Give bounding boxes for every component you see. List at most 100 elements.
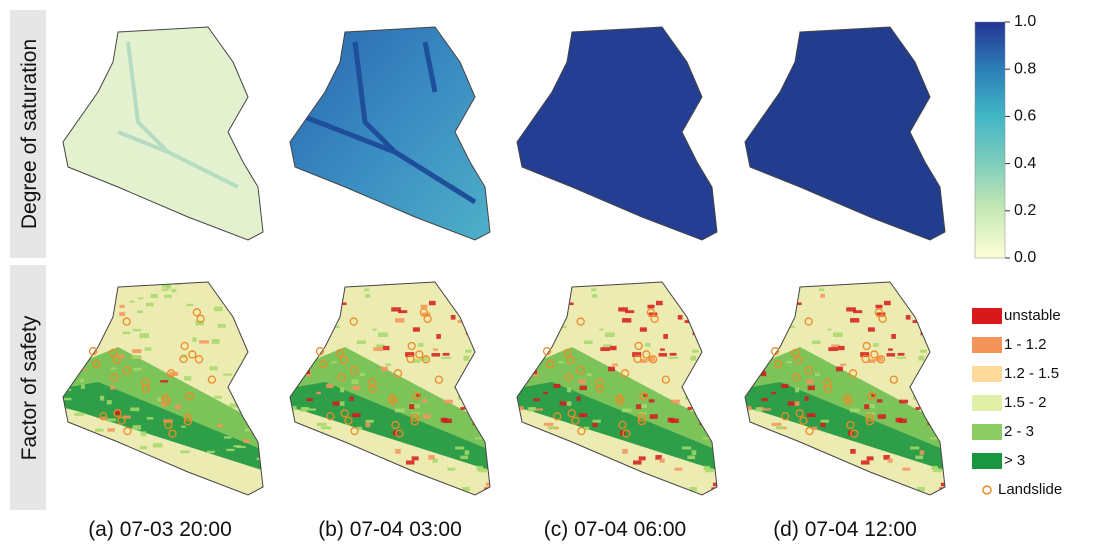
speckle <box>745 370 751 374</box>
speckle <box>786 441 796 444</box>
landslide <box>194 355 204 364</box>
speckle <box>395 408 405 413</box>
speckle <box>814 462 820 467</box>
speckle <box>640 502 648 506</box>
speckle <box>106 443 117 448</box>
speckle <box>831 344 840 348</box>
landslide <box>183 413 192 422</box>
speckle <box>234 378 240 382</box>
speckle <box>123 415 131 419</box>
speckle <box>441 356 452 359</box>
speckle <box>100 395 105 401</box>
speckle <box>547 426 557 429</box>
speckle <box>468 327 475 333</box>
speckle <box>164 294 172 298</box>
landslide <box>874 308 884 317</box>
speckle <box>326 383 334 388</box>
speckle <box>750 448 757 451</box>
speckle <box>107 428 115 432</box>
speckle <box>333 471 341 474</box>
map-fill <box>62 26 264 241</box>
speckle <box>873 282 880 283</box>
speckle <box>692 349 699 353</box>
speckle <box>350 462 357 466</box>
speckle <box>391 475 397 480</box>
speckle <box>655 455 662 460</box>
speckle <box>80 368 87 371</box>
speckle <box>93 277 98 280</box>
speckle <box>544 488 550 494</box>
speckle <box>806 379 814 384</box>
speckle <box>639 327 647 332</box>
landslide <box>542 347 552 356</box>
speckle <box>794 401 800 406</box>
speckle <box>331 298 340 301</box>
speckle <box>305 433 315 439</box>
speckle <box>522 293 530 297</box>
speckle <box>349 498 358 500</box>
landslide <box>861 354 870 364</box>
speckle <box>237 390 245 395</box>
speckle <box>351 413 361 417</box>
speckle <box>317 488 323 494</box>
speckle <box>644 342 651 347</box>
landslide <box>867 392 876 401</box>
landslide <box>88 347 98 356</box>
speckle <box>91 307 100 310</box>
speckle <box>197 483 203 489</box>
safety-map <box>289 281 500 500</box>
speckle <box>540 452 546 457</box>
speckle <box>352 385 360 391</box>
speckle <box>836 366 843 372</box>
speckle <box>120 490 126 495</box>
speckle <box>241 314 251 320</box>
speckle <box>122 331 131 335</box>
speckle <box>462 486 470 492</box>
landslide <box>846 420 855 430</box>
speckle <box>493 425 498 430</box>
row-label-box <box>10 265 46 510</box>
speckle <box>890 486 900 489</box>
speckle <box>898 418 907 424</box>
speckle <box>195 279 200 282</box>
speckle <box>395 448 401 454</box>
speckle <box>828 347 839 352</box>
landslide <box>865 413 874 422</box>
speckle <box>460 407 465 410</box>
speckle <box>139 333 150 339</box>
speckle <box>632 352 642 357</box>
speckle <box>553 383 561 388</box>
speckle <box>251 314 259 318</box>
speckle <box>618 469 625 475</box>
speckle <box>840 363 847 366</box>
speckle <box>372 328 377 331</box>
landslide <box>350 426 359 436</box>
speckle <box>708 327 713 330</box>
speckle <box>131 355 141 359</box>
landslide <box>648 355 658 364</box>
speckle <box>912 320 919 324</box>
speckle <box>640 359 648 363</box>
speckle <box>365 293 371 298</box>
speckle <box>433 348 438 351</box>
speckle <box>132 425 142 430</box>
speckle <box>767 302 777 306</box>
speckle <box>154 471 162 476</box>
speckle <box>137 310 143 314</box>
speckle <box>871 393 876 397</box>
speckle <box>256 297 261 300</box>
landslide <box>434 375 444 384</box>
speckle <box>160 380 169 383</box>
speckle <box>777 286 782 292</box>
speckle <box>412 327 420 332</box>
speckle <box>804 498 813 500</box>
speckle <box>583 340 593 345</box>
speckle <box>750 293 758 297</box>
speckle <box>291 472 302 476</box>
speckle <box>140 445 148 450</box>
speckle <box>543 422 554 426</box>
speckle <box>493 299 500 303</box>
landslide <box>620 369 630 378</box>
legend-marker <box>982 485 992 495</box>
speckle <box>846 307 856 312</box>
